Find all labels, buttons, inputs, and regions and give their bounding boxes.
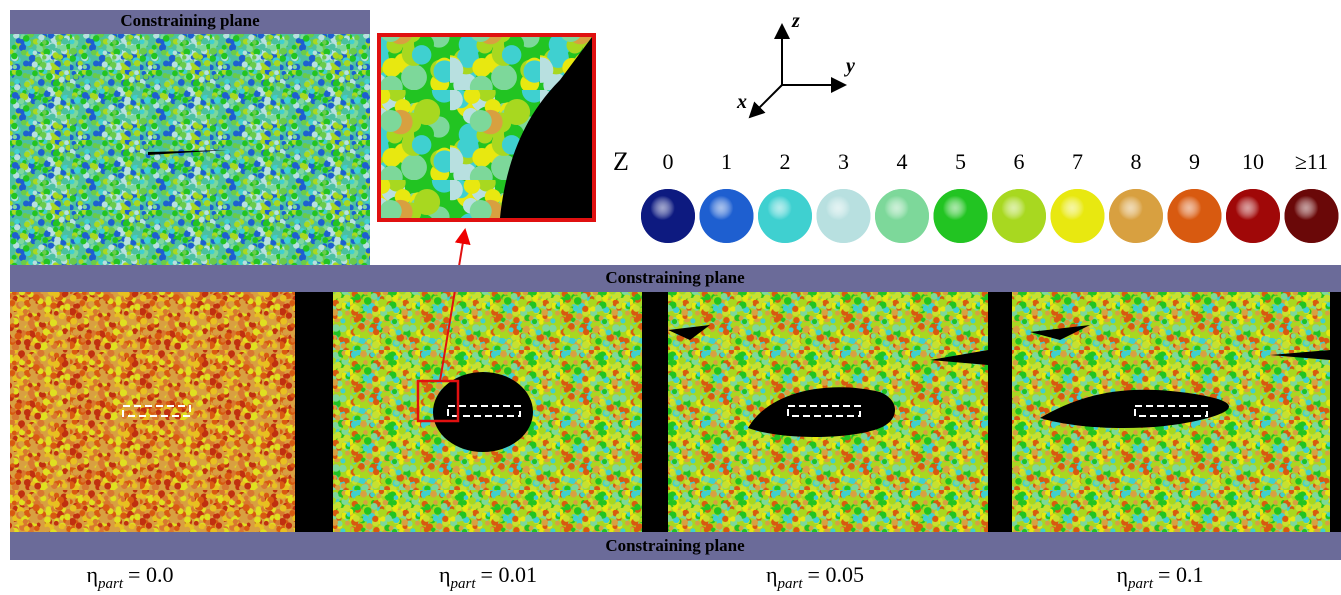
legend-shade <box>1109 189 1163 243</box>
legend-label: 0 <box>663 149 674 174</box>
legend-label: 4 <box>897 149 908 174</box>
label-subscript: part <box>97 576 124 592</box>
legend-shade <box>700 189 754 243</box>
legend-label: 10 <box>1242 149 1264 174</box>
label-symbol: η <box>766 562 778 587</box>
legend-shade <box>1051 189 1105 243</box>
figure: Constraining plane z y x Z 0 1 2 3 4 5 6 7 8 9 10 ≥… <box>0 0 1341 595</box>
label-value: = 0.0 <box>128 562 173 587</box>
panel-label: ηpart= 0.1 <box>1117 562 1204 592</box>
legend-label: 1 <box>721 149 732 174</box>
panel-label: ηpart= 0.0 <box>87 562 174 592</box>
panel-label: ηpart= 0.05 <box>766 562 864 592</box>
label-symbol: η <box>87 562 99 587</box>
label-symbol: η <box>1117 562 1129 587</box>
label-subscript: part <box>450 576 477 592</box>
legend-shade <box>934 189 988 243</box>
axes-triad <box>750 25 845 117</box>
legend-label: 8 <box>1131 149 1142 174</box>
legend-shade <box>1226 189 1280 243</box>
legend-label: 2 <box>780 149 791 174</box>
particle-panel <box>10 10 370 265</box>
legend-label: 5 <box>955 149 966 174</box>
label-value: = 0.05 <box>808 562 864 587</box>
axis-label: x <box>736 91 747 113</box>
particle-panel <box>10 292 295 532</box>
plane-label: Constraining plane <box>120 11 260 30</box>
plane-label: Constraining plane <box>605 268 745 287</box>
label-value: = 0.1 <box>1158 562 1203 587</box>
panel-label: ηpart= 0.01 <box>439 562 537 592</box>
legend-shade <box>641 189 695 243</box>
legend-title: Z <box>613 147 629 176</box>
legend-label: ≥11 <box>1295 149 1328 174</box>
axis-label: y <box>844 55 855 77</box>
legend: 0 1 2 3 4 5 6 7 8 9 10 ≥11 <box>641 149 1339 243</box>
legend-label: 3 <box>838 149 849 174</box>
legend-label: 6 <box>1014 149 1025 174</box>
axis-label: z <box>791 10 800 32</box>
label-subscript: part <box>1127 576 1154 592</box>
plane-label: Constraining plane <box>605 536 745 555</box>
legend-label: 7 <box>1072 149 1083 174</box>
legend-label: 9 <box>1189 149 1200 174</box>
label-subscript: part <box>777 576 804 592</box>
legend-shade <box>992 189 1046 243</box>
label-value: = 0.01 <box>481 562 537 587</box>
legend-shade <box>875 189 929 243</box>
legend-shade <box>1168 189 1222 243</box>
legend-shade <box>817 189 871 243</box>
label-symbol: η <box>439 562 451 587</box>
legend-shade <box>1285 189 1339 243</box>
legend-shade <box>758 189 812 243</box>
